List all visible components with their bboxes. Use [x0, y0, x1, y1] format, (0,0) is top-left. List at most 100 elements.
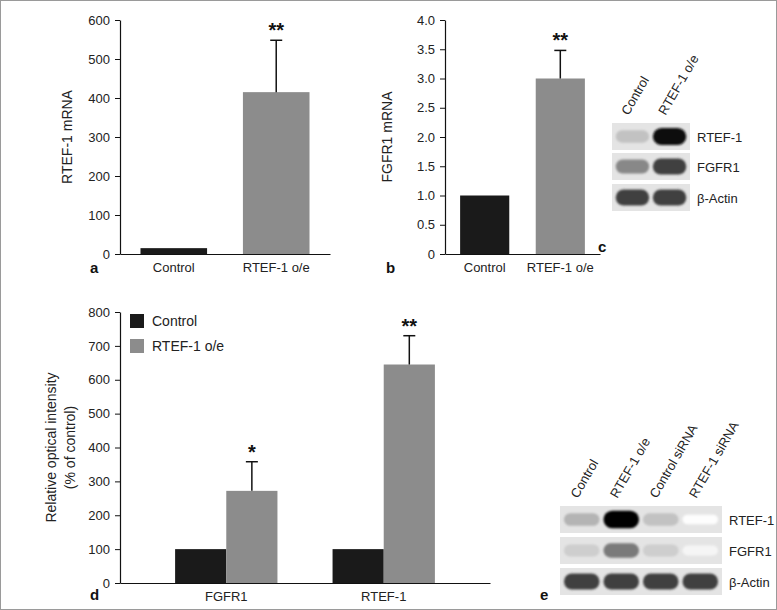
y-tick-label: 200	[88, 508, 110, 523]
y-tick-mark	[115, 549, 120, 550]
y-axis-title: RTEF-1 mRNA	[59, 89, 75, 184]
blot-lane-label: Control	[567, 457, 601, 501]
legend-swatch	[130, 314, 144, 328]
y-tick-label: 3.5	[417, 42, 435, 57]
blot-row-label: RTEF-1	[729, 513, 774, 528]
y-tick: 300	[88, 130, 120, 145]
blot-band	[682, 515, 718, 525]
y-tick-label: 100	[88, 208, 110, 223]
y-tick-mark	[115, 380, 120, 381]
y-tick-mark	[440, 196, 445, 197]
plot-texts: **	[268, 19, 284, 41]
y-tick-label: 2.0	[417, 130, 435, 145]
y-tick: 100	[88, 208, 120, 223]
blot-band	[603, 511, 639, 529]
y-tick: 600	[88, 13, 120, 28]
blot-strip	[612, 123, 690, 150]
y-axis-title: (% of control)	[62, 406, 78, 489]
significance: **	[268, 19, 284, 41]
panel-label: c	[598, 238, 606, 255]
error-bar	[554, 50, 566, 78]
y-tick-label: 0	[103, 576, 110, 591]
y-tick-label: 400	[88, 91, 110, 106]
y-tick-mark	[115, 254, 120, 255]
figure-frame	[1, 1, 777, 610]
x-axis: FGFR1 RTEF-1	[121, 584, 491, 605]
y-tick: 4.0	[417, 13, 445, 28]
y-tick-mark	[115, 448, 120, 449]
blot-lane-label: RTEF-1 o/e	[655, 52, 701, 117]
y-tick-mark	[440, 20, 445, 21]
blot-band	[616, 130, 649, 142]
blot-texts: RTEF-1FGFR1β-ActinControlRTEF-1 o/eContr…	[567, 418, 774, 589]
y-tick: 1.5	[417, 159, 445, 174]
y-tick-label: 0.5	[417, 217, 435, 232]
y-tick: 700	[88, 339, 120, 354]
plot-texts: **	[553, 29, 569, 51]
y-tick-label: 300	[88, 474, 110, 489]
blot-band	[616, 190, 649, 206]
y-tick-mark	[115, 98, 120, 99]
blot-band	[564, 513, 600, 526]
y-tick: 2.0	[417, 130, 445, 145]
blot-strip	[560, 506, 722, 533]
blot-band	[616, 160, 649, 174]
x-tick: RTEF-1 o/e	[243, 260, 310, 275]
blot-row-label: FGFR1	[729, 544, 772, 559]
significance: **	[553, 29, 569, 51]
y-tick: 500	[88, 406, 120, 421]
blot-strip	[612, 184, 690, 211]
blot-band	[653, 190, 686, 206]
panel-label: d	[90, 586, 99, 603]
y-tick-mark	[115, 20, 120, 21]
y-tick-label: 500	[88, 406, 110, 421]
legend-swatch	[130, 339, 144, 353]
y-axis: 0100200300400500600	[88, 13, 120, 262]
y-tick-mark	[115, 215, 120, 216]
x-tick-label: Control	[464, 260, 506, 275]
blot-texts: RTEF-1FGFR1β-ActinControlRTEF-1 o/e	[618, 52, 742, 205]
y-tick-label: 0	[103, 247, 110, 262]
y-axis-line	[120, 313, 121, 584]
figure: **0100200300400500600ControlRTEF-1 o/eRT…	[0, 0, 777, 610]
y-tick-mark	[440, 49, 445, 50]
y-axis: 00.51.01.52.02.53.03.54.0	[417, 13, 446, 262]
y-tick-mark	[115, 312, 120, 313]
y-axis-title: Relative optical intensity	[43, 372, 59, 522]
x-axis: ControlRTEF-1 o/e	[121, 255, 331, 276]
blot-band	[564, 574, 600, 590]
y-tick-label: 600	[88, 372, 110, 387]
y-tick-label: 1.0	[417, 188, 435, 203]
x-tick-label: RTEF-1	[361, 589, 406, 604]
x-axis-line	[121, 583, 491, 584]
y-tick: 0	[103, 247, 120, 262]
y-tick-mark	[440, 137, 445, 138]
bar	[175, 549, 226, 583]
y-tick-label: 600	[88, 13, 110, 28]
plot-texts: ***	[248, 315, 417, 463]
y-axis: 0100200300400500600700800	[88, 305, 120, 591]
y-tick-label: 2.5	[417, 100, 435, 115]
x-tick: RTEF-1 o/e	[527, 260, 594, 275]
x-tick-label: RTEF-1 o/e	[527, 260, 594, 275]
bar	[243, 92, 310, 254]
x-tick-label: FGFR1	[205, 589, 248, 604]
error-bar	[246, 462, 258, 491]
x-tick: RTEF-1	[361, 589, 406, 604]
y-tick-mark	[115, 515, 120, 516]
y-tick-mark	[115, 59, 120, 60]
blot-band	[653, 128, 686, 145]
x-axis-line	[446, 254, 601, 255]
bar	[333, 549, 384, 583]
panel-label: e	[540, 586, 548, 603]
blot-strip	[612, 153, 690, 180]
y-tick: 400	[88, 440, 120, 455]
y-tick-mark	[440, 108, 445, 109]
y-tick-label: 400	[88, 440, 110, 455]
error-bar-stem	[251, 462, 253, 491]
legend: ControlRTEF-1 o/e	[130, 313, 224, 354]
blot-row-label: RTEF-1	[697, 130, 742, 145]
blot-band	[603, 574, 639, 590]
y-tick: 600	[88, 372, 120, 387]
legend-label: RTEF-1 o/e	[152, 338, 224, 354]
